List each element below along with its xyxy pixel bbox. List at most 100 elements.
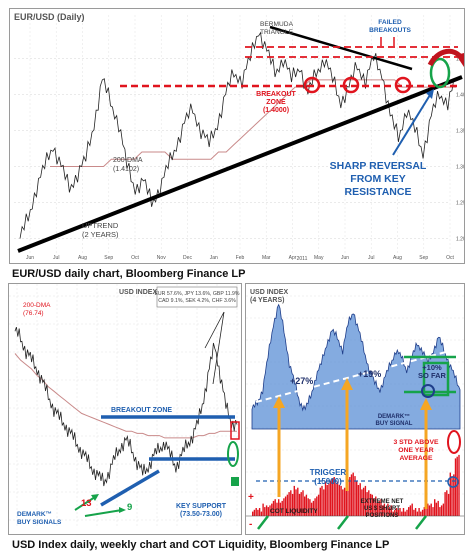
cot-bar <box>317 494 320 516</box>
std-signal-ellipse <box>447 430 461 454</box>
cot-bar <box>399 508 401 516</box>
cot-bar <box>291 493 294 516</box>
cot-bar <box>420 511 422 516</box>
cot-bar <box>401 511 403 516</box>
eurusd-chart-panel: 1.45001.40001.35001.30001.25001.2000 Jun… <box>9 8 465 264</box>
cot-bar <box>272 500 275 516</box>
eurusd-200dma-line <box>50 79 456 167</box>
usd-support-test-circle <box>227 441 239 467</box>
std-above-label: 3 STD ABOVE ONE YEAR AVERAGE <box>393 439 439 462</box>
cot-bar <box>276 502 278 516</box>
reversal-pointer-arrow <box>392 94 431 156</box>
cot-bar <box>413 509 415 516</box>
cot-bar <box>333 477 335 516</box>
cot-bar <box>375 496 377 516</box>
eurusd-x-tick-label: Nov <box>157 255 166 261</box>
cot-bar <box>382 505 384 516</box>
cot-bar <box>338 485 341 516</box>
eurusd-y-tick-label: 1.2000 <box>456 237 464 243</box>
cot-bar <box>418 508 420 516</box>
cot-bar <box>411 503 413 516</box>
cot-bar <box>314 498 316 516</box>
failed-breakouts-label: FAILED BREAKOUTS <box>369 19 411 34</box>
uptrend-line <box>17 75 463 253</box>
cot-bar <box>408 507 410 516</box>
cot-bar <box>421 509 424 516</box>
cot-bar <box>293 485 295 516</box>
cot-bar <box>255 508 257 516</box>
cot-bar <box>326 485 328 516</box>
trigger-label: TRIGGER (15000) <box>310 468 347 486</box>
cot-bar <box>298 493 301 516</box>
breakout-test-circle <box>394 76 412 94</box>
cot-bar <box>347 478 349 516</box>
demark-arrow <box>74 496 96 511</box>
cot-bar <box>321 485 323 516</box>
usd-green-signal-box <box>231 477 239 486</box>
uptrend-label: UPTREND (2 YEARS) <box>82 221 119 239</box>
cot-bar <box>335 483 337 516</box>
cot-bar <box>278 499 280 516</box>
cot-bar <box>404 511 406 516</box>
reversal-arrow-head <box>456 53 464 67</box>
cot-bar <box>290 490 292 516</box>
cot-bar <box>284 496 287 516</box>
cot-bar <box>409 505 412 516</box>
breakout-zone-label: BREAKOUT ZONE (1.4000) <box>256 91 296 114</box>
cot-bar <box>300 492 302 516</box>
cot-bar <box>362 487 365 516</box>
usd-index-weekly-area <box>251 303 461 430</box>
demark-arrow-head <box>119 507 126 513</box>
cot-bar <box>373 498 375 516</box>
cot-bar <box>343 487 346 516</box>
cot-bar <box>392 511 394 516</box>
eurusd-chart: 1.45001.40001.35001.30001.25001.2000 Jun… <box>10 9 464 263</box>
cot-liquidity-bars <box>252 454 460 516</box>
cot-bar <box>458 454 460 516</box>
cot-bar <box>442 503 445 516</box>
cot-bar <box>336 481 339 516</box>
demark-count-13: 13 <box>81 498 92 509</box>
orange-up-arrow-head <box>273 396 285 408</box>
usd-red-signal-box <box>230 421 240 440</box>
cot-green-arrow <box>337 515 349 530</box>
cot-bar <box>295 489 297 516</box>
top-chart-caption: EUR/USD daily chart, Bloomberg Finance L… <box>12 268 246 280</box>
cot-bar <box>437 500 439 516</box>
cot-bar <box>444 492 446 516</box>
usd-index-200dma-line <box>14 353 237 439</box>
cot-bar <box>279 502 282 516</box>
eurusd-200dma-label: 200-DMA (1.4102) <box>113 157 143 173</box>
cot-bar <box>453 474 455 516</box>
eurusd-y-tick-label: 1.4000 <box>456 92 464 98</box>
cot-bar <box>271 503 273 516</box>
cot-bar <box>371 494 373 516</box>
demark-arrow-head <box>91 494 99 501</box>
cot-bar <box>286 494 289 516</box>
usd-wedge-line <box>204 311 225 349</box>
cot-bar <box>428 505 431 516</box>
orange-up-arrow-head <box>420 398 432 410</box>
cot-bar <box>406 509 408 516</box>
eurusd-x-tick-label: Jul <box>368 255 374 261</box>
cot-bar <box>380 499 382 516</box>
bottom-chart-caption: USD Index daily, weekly chart and COT Li… <box>12 539 390 551</box>
bermuda-triangle-label: BERMUDA TRIANGLE <box>260 21 294 36</box>
usd-index-daily-title: USD INDEX <box>119 289 157 296</box>
cot-bar <box>257 509 259 516</box>
cot-bar <box>258 508 261 516</box>
cot-bar <box>260 511 263 516</box>
eurusd-x-tick-label: Jul <box>53 255 59 261</box>
cot-bar <box>350 474 353 516</box>
cot-bar <box>310 502 313 516</box>
eurusd-x-tick-label: Jun <box>341 255 349 261</box>
cot-bar <box>416 511 419 516</box>
cot-bar <box>342 489 344 516</box>
cot-bar <box>427 503 429 516</box>
usd-index-daily-chart: USD INDEX EUR 57.6%, JPY 13.6%, GBP 11.9… <box>9 284 241 534</box>
currency-weights-box <box>156 286 238 308</box>
cot-bar <box>316 496 318 516</box>
eurusd-x-tick-label: May <box>314 255 324 261</box>
usd-weekly-trend-line <box>255 351 447 403</box>
cot-bar <box>312 500 315 516</box>
